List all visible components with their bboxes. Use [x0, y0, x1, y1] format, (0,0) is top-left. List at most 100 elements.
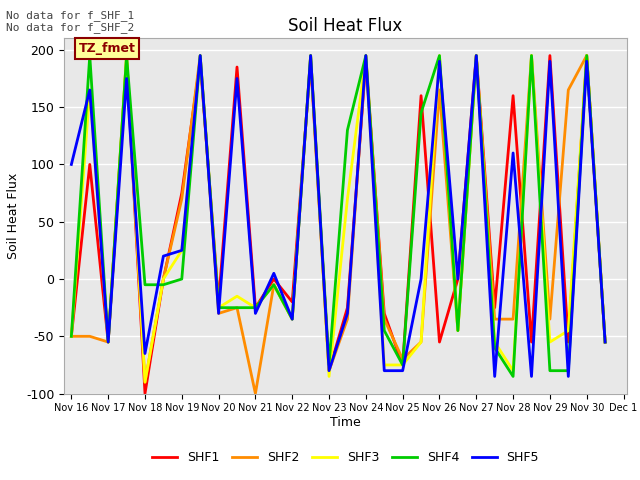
- SHF1: [546, 53, 554, 59]
- SHF4: [289, 316, 296, 322]
- SHF3: [362, 53, 370, 59]
- SHF3: [159, 276, 167, 282]
- SHF5: [104, 339, 112, 345]
- SHF2: [178, 196, 186, 202]
- SHF3: [472, 53, 480, 59]
- SHF2: [546, 316, 554, 322]
- SHF1: [509, 93, 517, 98]
- SHF5: [325, 368, 333, 373]
- SHF2: [399, 356, 406, 362]
- SHF1: [344, 305, 351, 311]
- SHF3: [325, 373, 333, 379]
- SHF5: [270, 270, 278, 276]
- Line: SHF5: SHF5: [72, 56, 605, 376]
- SHF5: [141, 350, 149, 356]
- SHF2: [325, 368, 333, 373]
- SHF1: [436, 339, 444, 345]
- SHF5: [123, 76, 131, 82]
- SHF5: [491, 373, 499, 379]
- Line: SHF3: SHF3: [72, 56, 605, 382]
- SHF2: [159, 276, 167, 282]
- SHF1: [178, 190, 186, 196]
- SHF4: [491, 345, 499, 351]
- SHF3: [104, 339, 112, 345]
- SHF5: [362, 53, 370, 59]
- SHF3: [436, 53, 444, 59]
- SHF1: [491, 305, 499, 311]
- SHF3: [380, 362, 388, 368]
- SHF3: [307, 53, 314, 59]
- SHF2: [196, 53, 204, 59]
- SHF1: [527, 339, 535, 345]
- SHF2: [68, 334, 76, 339]
- SHF1: [86, 162, 93, 168]
- SHF4: [68, 334, 76, 339]
- SHF1: [196, 59, 204, 64]
- SHF4: [86, 53, 93, 59]
- SHF2: [104, 339, 112, 345]
- SHF3: [564, 328, 572, 334]
- SHF1: [362, 59, 370, 64]
- SHF1: [123, 59, 131, 64]
- SHF3: [454, 328, 461, 334]
- SHF3: [509, 368, 517, 373]
- SHF1: [601, 339, 609, 345]
- SHF5: [527, 373, 535, 379]
- SHF5: [196, 53, 204, 59]
- SHF2: [270, 282, 278, 288]
- SHF3: [601, 339, 609, 345]
- SHF4: [104, 339, 112, 345]
- SHF3: [86, 87, 93, 93]
- SHF4: [509, 373, 517, 379]
- SHF2: [583, 53, 591, 59]
- SHF2: [491, 316, 499, 322]
- SHF1: [104, 339, 112, 345]
- Line: SHF4: SHF4: [72, 56, 605, 376]
- SHF4: [380, 328, 388, 334]
- SHF4: [472, 53, 480, 59]
- SHF5: [178, 248, 186, 253]
- SHF1: [159, 276, 167, 282]
- SHF4: [325, 362, 333, 368]
- Title: Soil Heat Flux: Soil Heat Flux: [289, 17, 403, 36]
- SHF2: [289, 316, 296, 322]
- SHF4: [399, 362, 406, 368]
- SHF4: [436, 53, 444, 59]
- SHF2: [86, 334, 93, 339]
- SHF2: [417, 339, 425, 345]
- SHF1: [270, 276, 278, 282]
- SHF3: [527, 53, 535, 59]
- SHF3: [491, 339, 499, 345]
- SHF3: [123, 53, 131, 59]
- SHF1: [454, 276, 461, 282]
- X-axis label: Time: Time: [330, 416, 361, 429]
- SHF2: [436, 87, 444, 93]
- SHF3: [289, 316, 296, 322]
- SHF5: [289, 316, 296, 322]
- SHF5: [583, 59, 591, 64]
- SHF3: [252, 305, 259, 311]
- SHF2: [380, 316, 388, 322]
- SHF2: [215, 311, 223, 316]
- SHF5: [417, 276, 425, 282]
- SHF2: [454, 328, 461, 334]
- SHF4: [362, 53, 370, 59]
- SHF4: [141, 282, 149, 288]
- SHF3: [215, 305, 223, 311]
- SHF2: [601, 339, 609, 345]
- SHF3: [196, 53, 204, 59]
- SHF5: [252, 311, 259, 316]
- SHF2: [472, 53, 480, 59]
- SHF4: [454, 328, 461, 334]
- SHF1: [472, 53, 480, 59]
- SHF4: [546, 368, 554, 373]
- SHF4: [252, 305, 259, 311]
- SHF4: [344, 127, 351, 133]
- SHF4: [417, 110, 425, 116]
- SHF3: [417, 339, 425, 345]
- SHF5: [436, 59, 444, 64]
- SHF2: [252, 391, 259, 396]
- SHF2: [123, 53, 131, 59]
- Text: No data for f_SHF_1
No data for f_SHF_2: No data for f_SHF_1 No data for f_SHF_2: [6, 10, 134, 33]
- SHF5: [454, 276, 461, 282]
